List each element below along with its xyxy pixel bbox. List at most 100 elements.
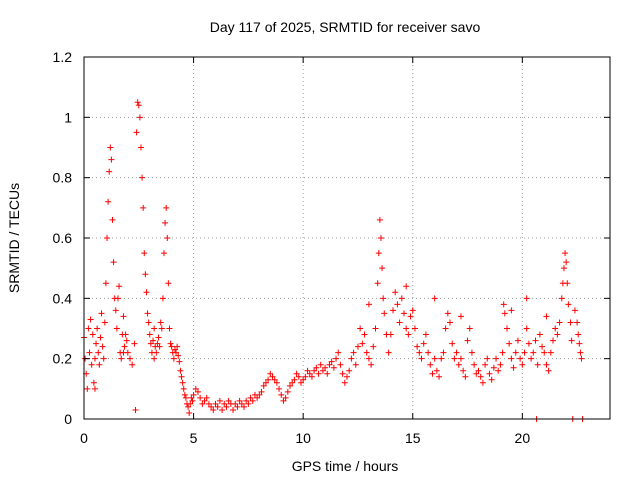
data-point <box>295 373 302 380</box>
data-point <box>506 340 513 347</box>
data-point <box>567 319 574 326</box>
data-point <box>348 355 355 362</box>
data-point <box>528 355 535 362</box>
data-point <box>451 355 458 362</box>
data-point <box>543 313 550 320</box>
data-point <box>306 370 313 377</box>
data-point <box>372 325 379 332</box>
data-point <box>403 325 410 332</box>
data-point <box>297 379 304 386</box>
data-point <box>102 280 109 287</box>
data-point <box>304 367 311 374</box>
data-point <box>214 403 221 410</box>
data-point <box>411 325 418 332</box>
y-tick-label: 0.2 <box>53 351 73 367</box>
axis-ticks: 0 0.2 0.4 0.6 0.8 1 1.2 0 5 10 15 20 <box>53 49 610 446</box>
data-point <box>123 337 130 344</box>
data-point <box>118 355 125 362</box>
data-point <box>99 343 106 350</box>
data-point <box>135 102 142 109</box>
data-point <box>166 325 173 332</box>
data-point <box>245 400 252 407</box>
data-point <box>539 343 546 350</box>
data-point <box>416 349 423 356</box>
data-point <box>455 361 462 368</box>
data-point <box>88 361 95 368</box>
data-point <box>282 394 289 401</box>
data-point <box>390 307 397 314</box>
data-point <box>154 340 161 347</box>
data-point <box>284 388 291 395</box>
data-point <box>256 391 263 398</box>
data-point <box>547 349 554 356</box>
data-point <box>352 361 359 368</box>
data-point <box>291 376 298 383</box>
data-point <box>174 343 181 350</box>
data-point <box>192 385 199 392</box>
data-point <box>460 367 467 374</box>
data-point <box>376 216 383 223</box>
data-point <box>142 271 149 278</box>
data-point <box>457 355 464 362</box>
data-point <box>350 349 357 356</box>
data-point <box>106 168 113 175</box>
data-point <box>129 361 136 368</box>
data-point <box>232 400 239 407</box>
data-point <box>523 325 530 332</box>
data-point <box>422 331 429 338</box>
data-point <box>173 349 180 356</box>
data-point <box>387 331 394 338</box>
data-point <box>447 319 454 326</box>
chart-title: Day 117 of 2025, SRMTID for receiver sav… <box>210 19 481 35</box>
data-point <box>150 337 157 344</box>
data-point <box>508 355 515 362</box>
data-point <box>120 313 127 320</box>
data-point <box>167 340 174 347</box>
data-point <box>86 349 93 356</box>
data-point <box>536 331 543 338</box>
data-point <box>565 301 572 308</box>
data-point <box>333 355 340 362</box>
data-point <box>475 367 482 374</box>
data-point <box>109 216 116 223</box>
data-point <box>377 235 384 241</box>
data-point <box>405 331 412 338</box>
data-point <box>420 340 427 347</box>
data-point <box>568 337 575 344</box>
data-point <box>85 325 92 332</box>
data-point <box>407 313 414 320</box>
data-point <box>132 406 139 413</box>
y-tick-label: 0.6 <box>53 230 73 246</box>
x-tick-label: 10 <box>295 430 311 446</box>
y-tick-label: 0 <box>64 411 72 427</box>
data-point <box>158 325 165 332</box>
data-point <box>490 364 497 371</box>
data-point <box>380 295 387 302</box>
data-point <box>179 379 186 386</box>
data-point <box>122 331 129 338</box>
data-point <box>501 310 508 317</box>
data-point <box>293 370 300 377</box>
data-point <box>276 385 283 392</box>
data-point <box>189 397 196 404</box>
plot-frame <box>83 56 611 420</box>
data-point <box>157 319 164 326</box>
data-point <box>394 301 401 308</box>
y-tick-label: 1.2 <box>53 49 73 65</box>
data-point <box>503 325 510 332</box>
data-point <box>523 295 530 302</box>
data-point <box>440 349 447 356</box>
data-point <box>105 198 112 205</box>
data-point <box>560 265 567 272</box>
data-point <box>121 343 128 350</box>
data-point <box>113 325 120 332</box>
data-point <box>197 394 204 401</box>
data-point <box>95 349 102 356</box>
data-point <box>403 283 410 290</box>
data-point <box>104 235 111 241</box>
data-point <box>473 370 480 377</box>
data-point <box>280 397 287 404</box>
data-point <box>287 382 294 389</box>
data-point <box>188 394 195 401</box>
y-tick-label: 0.8 <box>53 170 73 186</box>
